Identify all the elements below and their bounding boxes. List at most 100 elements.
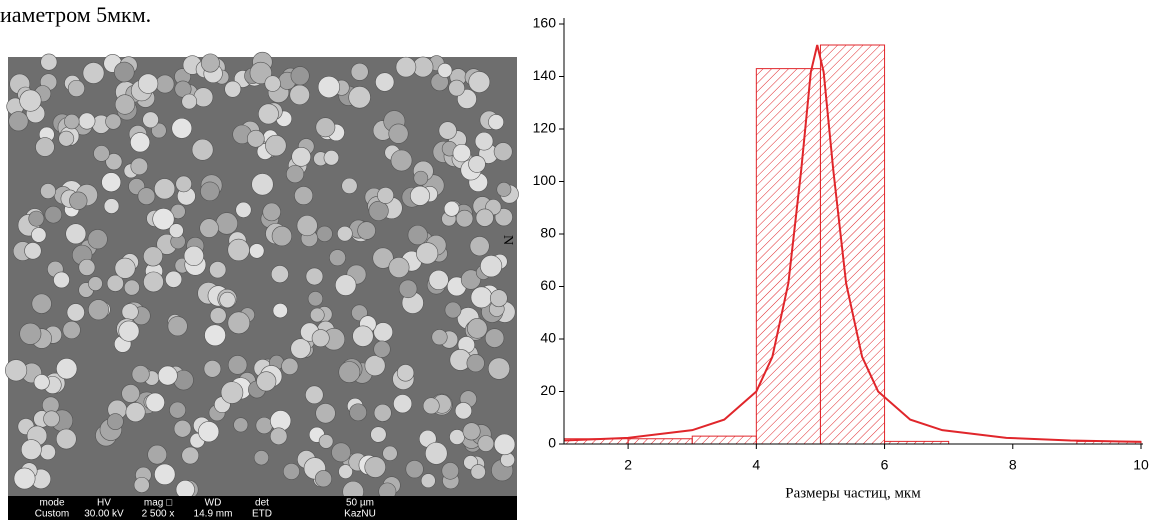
particle [255, 416, 273, 435]
particle [334, 274, 357, 296]
info-header: det [255, 498, 269, 509]
y-tick-label: 100 [533, 172, 557, 188]
particle [311, 329, 330, 348]
particle [477, 435, 495, 452]
particle [147, 444, 168, 465]
y-tick-label: 160 [533, 15, 557, 31]
particle [388, 123, 409, 144]
particle [66, 303, 85, 322]
particle [130, 157, 149, 176]
particles [5, 51, 519, 503]
bar [627, 438, 693, 445]
particle [103, 198, 120, 214]
info-value: 30.00 kV [84, 509, 124, 520]
y-tick-label: 140 [533, 67, 557, 83]
particle [173, 419, 192, 438]
particle [373, 322, 394, 342]
particle [93, 145, 110, 162]
particle [191, 138, 214, 161]
particle [62, 320, 81, 340]
particle [370, 426, 387, 443]
particle [121, 384, 140, 403]
particle [167, 316, 188, 337]
particle [53, 271, 70, 289]
particle [253, 450, 269, 466]
particle [296, 215, 318, 237]
particle [227, 355, 248, 375]
particle [246, 129, 265, 148]
particle [468, 71, 491, 93]
particle [448, 79, 465, 97]
x-tick-label: 10 [1133, 457, 1149, 473]
particle [272, 303, 288, 319]
particle [316, 225, 333, 242]
particle [407, 224, 428, 246]
particle [286, 165, 305, 184]
particle [87, 229, 108, 250]
particle [271, 225, 293, 247]
particle [338, 464, 353, 479]
particle [315, 403, 336, 424]
particle [474, 131, 494, 151]
particle [157, 365, 178, 386]
particle [305, 385, 324, 405]
particle [155, 74, 175, 94]
particle [200, 53, 220, 73]
particle [105, 153, 123, 171]
particle [78, 258, 96, 276]
particle [40, 183, 56, 200]
particle [131, 365, 150, 384]
particle [467, 318, 488, 339]
particle [137, 73, 159, 94]
particle [87, 299, 110, 321]
particle [20, 439, 42, 460]
particle [165, 270, 183, 288]
particle [249, 61, 272, 85]
x-tick-label: 2 [624, 457, 632, 473]
particle [142, 111, 159, 129]
particle [377, 186, 394, 204]
particle [382, 445, 398, 461]
particle [114, 94, 136, 115]
particle [262, 202, 281, 222]
particle [331, 442, 351, 463]
particle [249, 243, 265, 259]
particle [431, 329, 448, 346]
particle [31, 293, 52, 314]
particle [484, 328, 505, 348]
particle [470, 286, 493, 309]
x-tick-label: 6 [881, 457, 889, 473]
fit-curve [563, 44, 1142, 443]
particle [114, 61, 135, 83]
particle [270, 265, 289, 284]
info-header: 50 µm [346, 498, 374, 509]
particle [24, 242, 42, 260]
particle [318, 434, 334, 449]
y-tick-label: 40 [540, 330, 556, 346]
particle [121, 303, 139, 321]
particle [480, 255, 503, 278]
info-header: HV [97, 498, 111, 509]
particle [151, 122, 167, 139]
info-value: 2 500 x [142, 509, 175, 520]
particle [281, 357, 299, 375]
particle [265, 134, 287, 157]
bar [819, 44, 886, 445]
particle [396, 364, 415, 382]
particle [13, 467, 36, 490]
particle [470, 464, 486, 480]
particle [493, 142, 513, 162]
particle [227, 311, 251, 335]
particle [114, 257, 136, 279]
particle [28, 210, 45, 227]
particle [233, 417, 249, 433]
particle [78, 112, 96, 130]
particle [350, 62, 369, 81]
particle [282, 462, 300, 480]
particle [373, 340, 391, 358]
x-axis-label: Размеры частиц, мкм [785, 485, 921, 501]
particle [64, 113, 80, 130]
particle [193, 87, 214, 108]
